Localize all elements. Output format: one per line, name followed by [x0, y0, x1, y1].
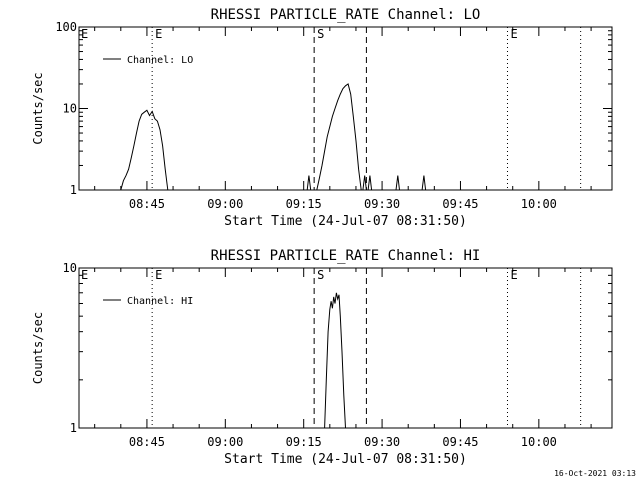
event-marker-label: E: [510, 27, 517, 41]
x-tick-label: 10:00: [521, 197, 557, 211]
x-tick-label: 10:00: [521, 435, 557, 449]
x-tick-label: 09:45: [442, 197, 478, 211]
legend-label: Channel: HI: [127, 296, 193, 307]
x-tick-label: 09:30: [364, 197, 400, 211]
x-tick-label: 09:15: [286, 435, 322, 449]
chart-panel-2: RHESSI PARTICLE_RATE Channel: HI Start Ti…: [31, 248, 613, 467]
x-tick-label: 08:45: [129, 197, 165, 211]
series-line: [120, 109, 169, 191]
x-tick-label: 09:45: [442, 435, 478, 449]
event-marker-label: S: [317, 268, 324, 282]
chart-title: RHESSI PARTICLE_RATE Channel: LO: [211, 7, 481, 23]
footer-timestamp: 16-Oct-2021 03:13: [554, 469, 636, 478]
y-tick-label: 10: [63, 261, 77, 275]
plot-frame: [78, 267, 613, 429]
series-line: [367, 175, 373, 191]
edge-marker-label: E: [81, 268, 88, 282]
event-marker-label: E: [510, 268, 517, 282]
x-tick-label: 09:00: [207, 435, 243, 449]
x-axis-label: Start Time (24-Jul-07 08:31:50): [224, 214, 467, 229]
series-line: [362, 175, 367, 191]
x-axis-label: Start Time (24-Jul-07 08:31:50): [224, 452, 467, 467]
x-tick-label: 09:15: [286, 197, 322, 211]
y-tick-label: 1: [70, 183, 77, 197]
series-line: [421, 175, 427, 191]
x-tick-label: 09:00: [207, 197, 243, 211]
y-tick-label: 1: [70, 421, 77, 435]
y-tick-label: 10: [63, 102, 77, 116]
event-marker-label: S: [317, 27, 324, 41]
y-axis-label: Counts/sec: [31, 312, 45, 384]
y-tick-label: 100: [55, 20, 77, 34]
legend-label: Channel: LO: [127, 55, 193, 66]
plot-frame: [78, 26, 613, 191]
chart-title: RHESSI PARTICLE_RATE Channel: HI: [211, 248, 481, 264]
series-line: [324, 292, 346, 429]
edge-marker-label: E: [81, 27, 88, 41]
x-tick-label: 08:45: [129, 435, 165, 449]
chart-panels: RHESSI PARTICLE_RATE Channel: LO Start Ti…: [31, 7, 613, 467]
event-marker-label: E: [155, 268, 162, 282]
x-tick-label: 09:30: [364, 435, 400, 449]
series-line: [395, 175, 400, 191]
y-axis-label: Counts/sec: [31, 72, 45, 144]
event-marker-label: E: [155, 27, 162, 41]
series-line: [306, 175, 312, 191]
chart-panel-1: RHESSI PARTICLE_RATE Channel: LO Start Ti…: [31, 7, 613, 229]
series-line: [316, 83, 362, 191]
